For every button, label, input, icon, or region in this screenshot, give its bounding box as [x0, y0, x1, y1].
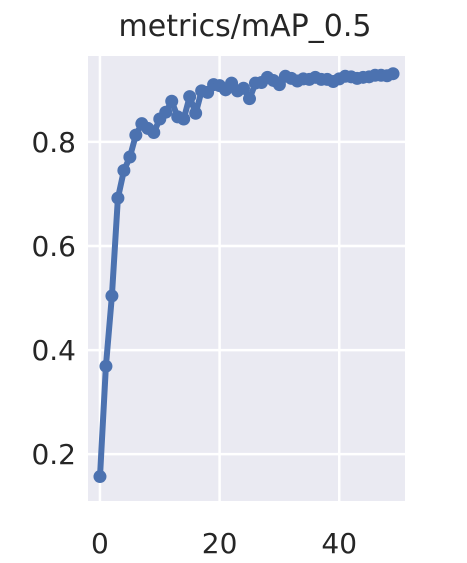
- grid-lines: [88, 56, 405, 501]
- x-axis-ticks: 0 20 40: [91, 527, 357, 560]
- data-point: [183, 90, 197, 104]
- y-tick-label: 0.8: [31, 126, 76, 159]
- y-tick-label: 0.2: [31, 438, 76, 471]
- data-point: [159, 105, 173, 119]
- chart-title: metrics/mAP_0.5: [119, 9, 372, 44]
- data-point: [111, 191, 125, 205]
- data-point: [242, 92, 256, 106]
- data-point: [105, 289, 119, 303]
- data-point: [147, 126, 161, 140]
- data-point: [129, 128, 143, 142]
- data-point: [177, 112, 191, 126]
- x-tick-label: 0: [91, 527, 109, 560]
- x-tick-label: 40: [321, 527, 357, 560]
- data-point: [237, 81, 251, 95]
- y-tick-label: 0.6: [31, 230, 76, 263]
- x-tick-label: 20: [202, 527, 238, 560]
- y-axis-ticks: 0.2 0.4 0.6 0.8: [31, 126, 76, 471]
- data-point: [165, 94, 179, 108]
- data-point: [189, 106, 203, 120]
- data-point: [123, 150, 137, 164]
- data-point: [93, 470, 107, 484]
- series-group: [93, 67, 400, 484]
- y-tick-label: 0.4: [31, 334, 76, 367]
- data-point: [99, 359, 113, 373]
- data-point: [386, 67, 400, 81]
- data-point: [117, 164, 131, 178]
